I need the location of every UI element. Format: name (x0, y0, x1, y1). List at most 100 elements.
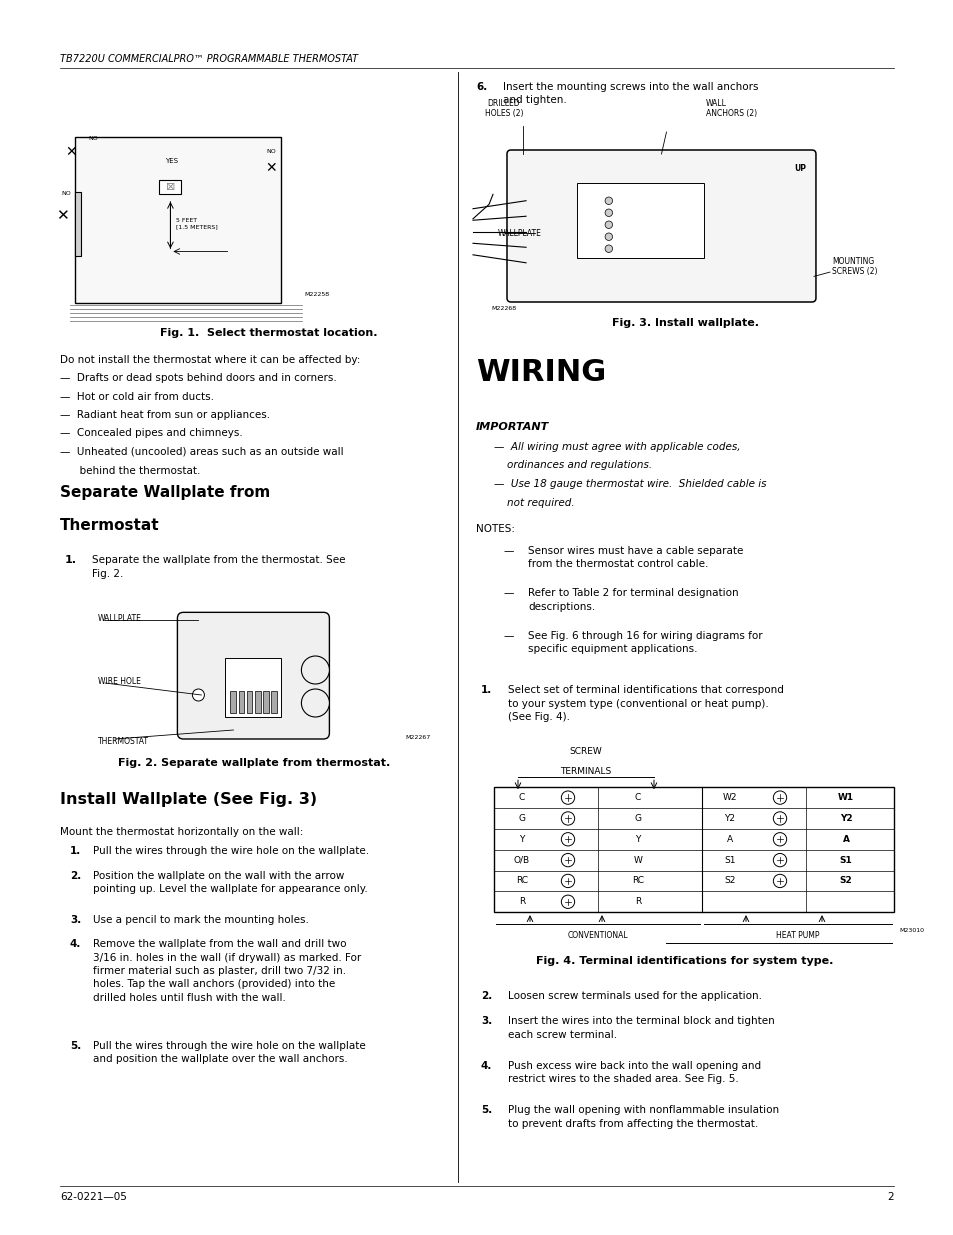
Text: S1: S1 (723, 856, 735, 864)
Text: DRILLED
HOLES (2): DRILLED HOLES (2) (484, 99, 522, 119)
Circle shape (560, 874, 574, 888)
Text: WALLPLATE: WALLPLATE (98, 614, 142, 622)
Text: ✕: ✕ (65, 144, 77, 158)
Text: Do not install the thermostat where it can be affected by:: Do not install the thermostat where it c… (60, 354, 360, 366)
Text: NO: NO (266, 149, 275, 154)
Text: RC: RC (516, 877, 527, 885)
Text: ⊠: ⊠ (166, 182, 175, 191)
Text: 6.: 6. (476, 82, 487, 91)
Text: R: R (518, 898, 524, 906)
Text: behind the thermostat.: behind the thermostat. (60, 466, 200, 475)
Text: MOUNTING
SCREWS (2): MOUNTING SCREWS (2) (831, 257, 877, 275)
Text: Insert the mounting screws into the wall anchors
and tighten.: Insert the mounting screws into the wall… (502, 82, 758, 105)
Text: 5.: 5. (480, 1105, 492, 1115)
Text: —  Drafts or dead spots behind doors and in corners.: — Drafts or dead spots behind doors and … (60, 373, 336, 383)
Text: WIRE HOLE: WIRE HOLE (98, 677, 141, 685)
Text: Y2: Y2 (839, 814, 851, 823)
Text: W2: W2 (722, 793, 737, 802)
Bar (254, 690, 260, 713)
Circle shape (604, 245, 612, 252)
Text: —  Hot or cold air from ducts.: — Hot or cold air from ducts. (60, 391, 213, 401)
Text: C: C (518, 793, 524, 802)
Text: Push excess wire back into the wall opening and
restrict wires to the shaded are: Push excess wire back into the wall open… (507, 1061, 760, 1084)
Text: Y2: Y2 (723, 814, 735, 823)
Text: 2: 2 (886, 1192, 893, 1202)
Circle shape (604, 209, 612, 216)
Bar (494, 787, 893, 913)
Text: UP: UP (793, 164, 805, 173)
Text: Plug the wall opening with nonflammable insulation
to prevent drafts from affect: Plug the wall opening with nonflammable … (507, 1105, 779, 1129)
Text: 3.: 3. (480, 1016, 492, 1026)
Text: Remove the wallplate from the wall and drill two
3/16 in. holes in the wall (if : Remove the wallplate from the wall and d… (92, 940, 361, 1003)
Circle shape (560, 895, 574, 909)
Text: 5 FEET
[1.5 METERS]: 5 FEET [1.5 METERS] (176, 219, 218, 228)
Text: 1.: 1. (70, 846, 81, 856)
Text: —  Radiant heat from sun or appliances.: — Radiant heat from sun or appliances. (60, 410, 270, 420)
Circle shape (773, 874, 786, 888)
Text: M22267: M22267 (405, 735, 430, 740)
Text: S2: S2 (839, 877, 851, 885)
Text: ordinances and regulations.: ordinances and regulations. (494, 461, 652, 471)
Text: —  Concealed pipes and chimneys.: — Concealed pipes and chimneys. (60, 429, 242, 438)
Text: Separate the wallplate from the thermostat. See
Fig. 2.: Separate the wallplate from the thermost… (91, 555, 345, 579)
Circle shape (604, 198, 612, 205)
Text: Mount the thermostat horizontally on the wall:: Mount the thermostat horizontally on the… (60, 827, 303, 837)
Text: —: — (503, 631, 514, 641)
Text: G: G (634, 814, 640, 823)
FancyBboxPatch shape (506, 149, 815, 303)
Circle shape (560, 811, 574, 825)
Text: O/B: O/B (514, 856, 530, 864)
Text: Position the wallplate on the wall with the arrow
pointing up. Level the wallpla: Position the wallplate on the wall with … (92, 871, 367, 894)
Text: Fig. 2. Separate wallplate from thermostat.: Fig. 2. Separate wallplate from thermost… (118, 758, 390, 768)
Bar (247, 690, 252, 713)
Circle shape (560, 853, 574, 867)
Circle shape (604, 221, 612, 228)
Text: IMPORTANT: IMPORTANT (476, 422, 549, 432)
Text: 4.: 4. (70, 940, 81, 950)
Text: THERMOSTAT: THERMOSTAT (98, 736, 149, 746)
Circle shape (560, 832, 574, 846)
Bar (577, 183, 703, 258)
Text: M22258: M22258 (304, 291, 330, 296)
Text: Pull the wires through the wire hole on the wallplate.: Pull the wires through the wire hole on … (92, 846, 369, 856)
Text: WALLPLATE: WALLPLATE (497, 228, 541, 237)
Bar (225, 658, 281, 718)
Text: See Fig. 6 through 16 for wiring diagrams for
specific equipment applications.: See Fig. 6 through 16 for wiring diagram… (527, 631, 761, 655)
Text: —: — (503, 588, 514, 599)
Text: Thermostat: Thermostat (60, 517, 159, 534)
Circle shape (773, 790, 786, 804)
Bar (75, 137, 280, 303)
Text: Install Wallplate (See Fig. 3): Install Wallplate (See Fig. 3) (60, 792, 316, 806)
Text: M23010: M23010 (898, 927, 923, 932)
Text: HEAT PUMP: HEAT PUMP (776, 931, 819, 940)
Text: —  Use 18 gauge thermostat wire.  Shielded cable is: — Use 18 gauge thermostat wire. Shielded… (494, 479, 765, 489)
Text: Sensor wires must have a cable separate
from the thermostat control cable.: Sensor wires must have a cable separate … (527, 546, 742, 569)
Text: 2.: 2. (70, 871, 81, 881)
Text: 1.: 1. (65, 555, 77, 564)
Circle shape (773, 811, 786, 825)
Circle shape (301, 689, 329, 718)
Bar (238, 690, 244, 713)
Text: CONVENTIONAL: CONVENTIONAL (567, 931, 628, 940)
Bar (159, 180, 181, 194)
Text: A: A (726, 835, 732, 844)
Circle shape (301, 656, 329, 684)
Text: S2: S2 (723, 877, 735, 885)
Circle shape (773, 832, 786, 846)
Text: Insert the wires into the terminal block and tighten
each screw terminal.: Insert the wires into the terminal block… (507, 1016, 774, 1040)
Text: YES: YES (165, 158, 178, 164)
Text: —: — (503, 546, 514, 556)
Text: Separate Wallplate from: Separate Wallplate from (60, 485, 270, 500)
Text: 2.: 2. (480, 992, 492, 1002)
Text: Y: Y (635, 835, 640, 844)
Bar (263, 690, 269, 713)
Text: R: R (634, 898, 640, 906)
Text: SCREW: SCREW (569, 747, 601, 756)
Text: C: C (634, 793, 640, 802)
Text: S1: S1 (839, 856, 851, 864)
Text: Fig. 4. Terminal identifications for system type.: Fig. 4. Terminal identifications for sys… (536, 956, 833, 966)
Text: A: A (841, 835, 848, 844)
Bar (271, 690, 276, 713)
Text: NO: NO (88, 136, 98, 141)
Text: —  Unheated (uncooled) areas such as an outside wall: — Unheated (uncooled) areas such as an o… (60, 447, 343, 457)
